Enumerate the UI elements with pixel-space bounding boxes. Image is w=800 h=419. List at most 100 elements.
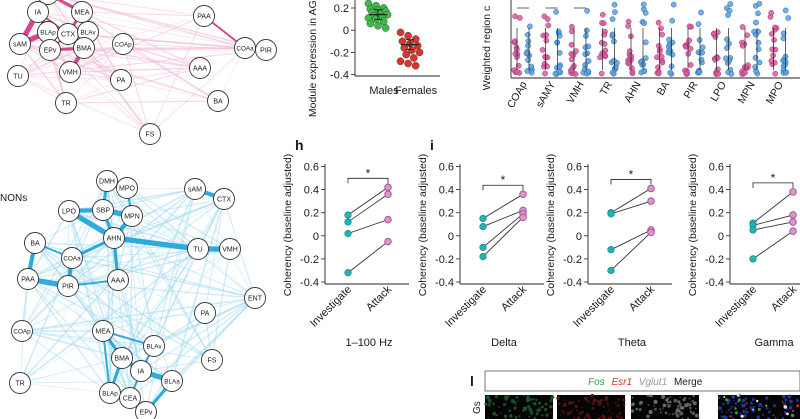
network-node — [59, 61, 81, 83]
network-node — [11, 320, 33, 342]
data-point-attack — [789, 211, 797, 219]
network-edge — [21, 279, 119, 332]
y-tick-label: 0.6 — [439, 162, 454, 174]
y-tick-label: 0.6 — [304, 162, 319, 174]
microscopy-speck — [678, 403, 682, 407]
network-node-label: COAa — [236, 46, 254, 53]
data-point — [543, 32, 550, 38]
microscopy-speck — [785, 413, 787, 415]
x-tick-label: TR — [598, 79, 616, 97]
microscopy-speck — [617, 398, 620, 401]
microscopy-speck — [786, 412, 789, 416]
nons-label: NONs — [0, 193, 27, 204]
chart-title: Gamma — [754, 337, 794, 349]
microscopy-speck — [774, 416, 777, 419]
microscopy-speck — [621, 394, 623, 396]
microscopy-speck — [635, 407, 638, 411]
weighted-region-chart: Weighted region c COAp sAMY VMH TR AHN BA PIR LP… — [481, 0, 800, 110]
network-edge — [67, 33, 267, 51]
microscopy-speck — [615, 413, 618, 415]
network-edge — [17, 75, 151, 135]
microscopy-speck — [673, 398, 678, 403]
microscopy-speck — [689, 406, 692, 410]
microscopy-speck — [752, 408, 754, 411]
data-point — [728, 71, 735, 77]
data-point — [695, 21, 702, 27]
network-node — [143, 335, 165, 357]
network-node-label: TU — [13, 74, 22, 81]
microscopy-speck — [689, 404, 692, 407]
data-point — [687, 62, 694, 68]
microscopy-speck — [508, 409, 512, 412]
microscopy-speck — [720, 415, 724, 419]
data-point — [639, 58, 645, 65]
microscopy-speck — [638, 401, 642, 406]
pair-line — [610, 200, 652, 215]
pair-line — [347, 186, 389, 216]
module-expression-chart: 0.2 0 -0.2 -0.4 Module expression in AGGs Mal… — [307, 0, 440, 117]
microscopy-speck — [692, 395, 695, 397]
chart-title: Delta — [491, 337, 518, 349]
network-node-label: IA — [138, 369, 145, 376]
data-point-investigate — [607, 246, 615, 254]
microscopy-speck — [721, 410, 723, 413]
network-node-label: BMA — [76, 46, 92, 53]
network-node-label: AAA — [111, 278, 125, 285]
microscopy-speck — [717, 396, 721, 400]
data-point — [556, 50, 563, 56]
data-point-attack — [519, 213, 527, 222]
microscopy-speck — [662, 403, 667, 408]
x-tick-label: Females — [395, 85, 438, 97]
microscopy-speck — [742, 414, 747, 418]
microscopy-speck — [677, 400, 681, 404]
microscopy-speck — [610, 415, 612, 417]
data-point-investigate — [479, 222, 487, 231]
data-point — [396, 28, 405, 37]
microscopy-speck — [614, 401, 617, 405]
microscopy-speck — [694, 413, 699, 418]
data-point-investigate — [607, 210, 615, 218]
y-axis-label: Coherency (baseline adjusted) — [282, 154, 294, 296]
microscopy-speck — [796, 404, 800, 408]
y-tick-label: -0.4 — [330, 70, 349, 82]
microscopy-speck — [789, 399, 793, 404]
microscopy-speck — [727, 409, 730, 412]
microscopy-speck — [667, 398, 669, 400]
network-node — [61, 247, 83, 269]
network-node-label: BA — [30, 241, 40, 248]
microscopy-speck — [733, 399, 735, 402]
microscopy-speck — [492, 402, 495, 406]
network-node-label: AHN — [107, 236, 122, 243]
microscopy-speck — [544, 402, 548, 406]
data-point — [752, 31, 759, 38]
data-point — [543, 37, 550, 44]
data-point — [686, 23, 693, 30]
microscopy-speck — [484, 396, 487, 398]
data-point — [404, 59, 412, 68]
data-point — [609, 69, 616, 76]
microscopy-speck — [604, 396, 608, 400]
microscopy-speck — [606, 398, 609, 401]
data-point — [669, 51, 676, 58]
data-point-attack — [789, 188, 797, 196]
microscopy-speck — [690, 408, 692, 410]
network-edge — [149, 15, 205, 135]
microscopy-speck — [581, 406, 583, 409]
microscopy-speck — [544, 408, 548, 411]
data-point — [611, 38, 617, 45]
data-point — [715, 71, 722, 77]
microscopy-speck — [607, 416, 610, 419]
network-edge — [120, 67, 201, 81]
network-node-label: SBP — [96, 208, 110, 215]
x-tick-label: Investigate — [308, 284, 354, 330]
data-point — [585, 68, 592, 75]
network-node-label: COAa — [63, 256, 81, 263]
data-point — [612, 9, 618, 15]
data-point — [584, 7, 590, 14]
pair-line — [482, 216, 524, 257]
network-node-label: ENT — [248, 296, 263, 303]
y-tick-label: 0 — [448, 231, 454, 243]
network-node — [24, 232, 46, 254]
y-tick-label: 0.6 — [709, 162, 724, 174]
network-top: BLAaIAMEAsAMBLApCTXBLAvEPvBMACOApTUVMHPA… — [7, 0, 277, 145]
